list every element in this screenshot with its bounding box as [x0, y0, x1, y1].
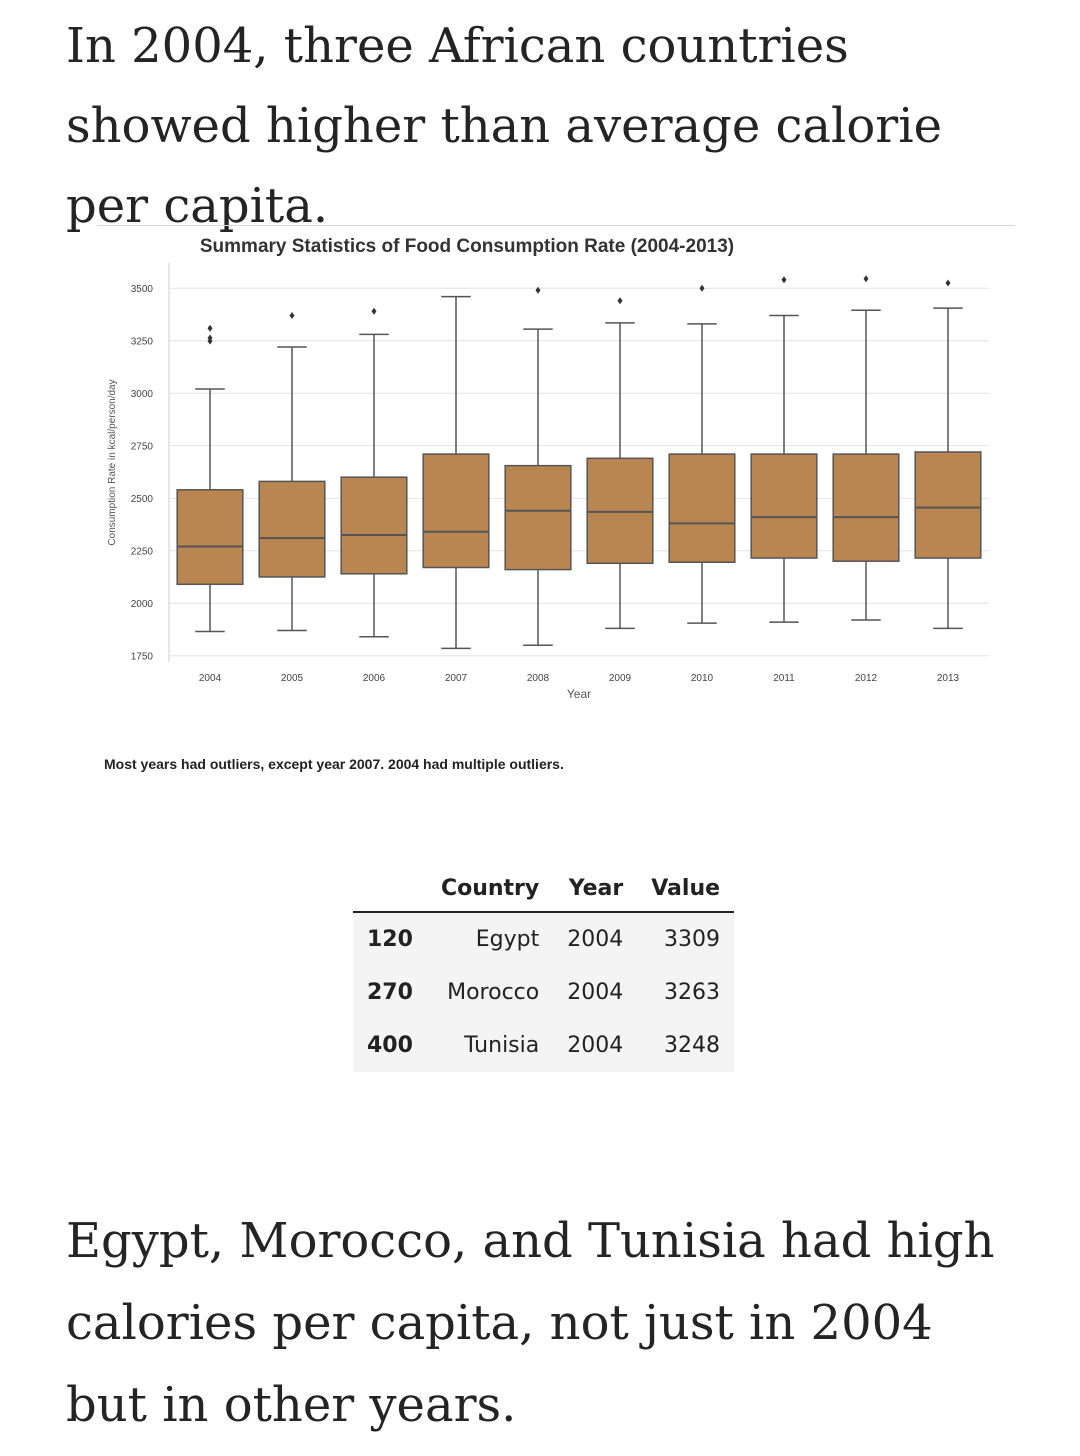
x-tick-label: 2006: [363, 673, 386, 684]
outlier-point: [289, 312, 295, 319]
row-country: Tunisia: [426, 1019, 554, 1072]
table-header-year: Year: [553, 870, 638, 913]
box-2012: [832, 453, 900, 562]
box-2008: [504, 464, 572, 571]
table-row: 120 Egypt 2004 3309: [353, 912, 735, 966]
y-tick-label: 1750: [131, 652, 154, 663]
row-value: 3248: [637, 1019, 735, 1072]
table-row: 400 Tunisia 2004 3248: [353, 1019, 735, 1072]
row-year: 2004: [553, 966, 638, 1019]
table-header-row: Country Year Value: [353, 870, 735, 913]
outlier-point: [371, 307, 377, 315]
outlier-table: Country Year Value 120 Egypt 2004 3309 2…: [353, 870, 735, 1072]
y-axis-label: Consumption Rate in kcal/person/day: [107, 379, 118, 545]
x-tick-label: 2007: [445, 673, 468, 684]
box-2004: [176, 489, 244, 586]
outlier-point: [699, 284, 705, 292]
x-tick-label: 2005: [281, 673, 304, 684]
y-tick-label: 2000: [131, 599, 154, 610]
row-value: 3263: [637, 966, 735, 1019]
outlier-point: [617, 297, 623, 305]
x-tick-label: 2009: [609, 673, 632, 684]
table-header-index: [353, 870, 427, 913]
row-value: 3309: [637, 912, 735, 966]
outlier-point: [207, 334, 213, 342]
outlier-point: [945, 279, 951, 287]
chart-title: Summary Statistics of Food Consumption R…: [199, 236, 735, 257]
outlier-point: [207, 324, 213, 332]
box-2007: [422, 453, 490, 569]
table-row: 270 Morocco 2004 3263: [353, 966, 735, 1019]
row-index: 120: [353, 912, 427, 966]
box-2009: [586, 457, 654, 565]
boxplot-chart: 1750 2000 2250 2500 2750 3000 3250 3500 Consumpt…: [107, 263, 989, 701]
y-tick-label: 2250: [131, 547, 154, 558]
y-tick-label: 2500: [131, 494, 154, 505]
row-index: 270: [353, 966, 427, 1019]
table-header-country: Country: [426, 870, 554, 913]
article-heading: In 2004, three African countries showed …: [66, 18, 942, 234]
chart-caption: Most years had outliers, except year 200…: [104, 756, 564, 772]
outlier-point: [863, 275, 869, 283]
box-2005: [258, 480, 326, 578]
box-2010: [668, 453, 736, 564]
row-country: Egypt: [426, 912, 554, 966]
table-header-value: Value: [637, 870, 735, 913]
y-tick-label: 3250: [131, 337, 154, 348]
closing-paragraph: Egypt, Morocco, and Tunisia had high cal…: [66, 1213, 995, 1433]
x-tick-label: 2011: [773, 673, 795, 684]
row-year: 2004: [553, 912, 638, 966]
row-year: 2004: [553, 1019, 638, 1072]
y-tick-label: 2750: [131, 442, 154, 453]
box-2011: [750, 453, 818, 559]
outlier-point: [535, 286, 541, 294]
row-country: Morocco: [426, 966, 554, 1019]
outlier-point: [781, 276, 787, 284]
x-tick-label: 2004: [199, 673, 222, 684]
box-2013: [914, 451, 982, 559]
row-index: 400: [353, 1019, 427, 1072]
y-tick-label: 3500: [131, 284, 154, 295]
x-tick-label: 2008: [527, 673, 550, 684]
figure-divider: [97, 225, 1015, 226]
y-tick-label: 3000: [131, 389, 154, 400]
x-tick-label: 2010: [691, 673, 714, 684]
x-tick-label: 2012: [855, 673, 878, 684]
x-tick-label: 2013: [937, 673, 960, 684]
box-2006: [340, 476, 408, 575]
x-axis-label: Year: [567, 687, 591, 701]
